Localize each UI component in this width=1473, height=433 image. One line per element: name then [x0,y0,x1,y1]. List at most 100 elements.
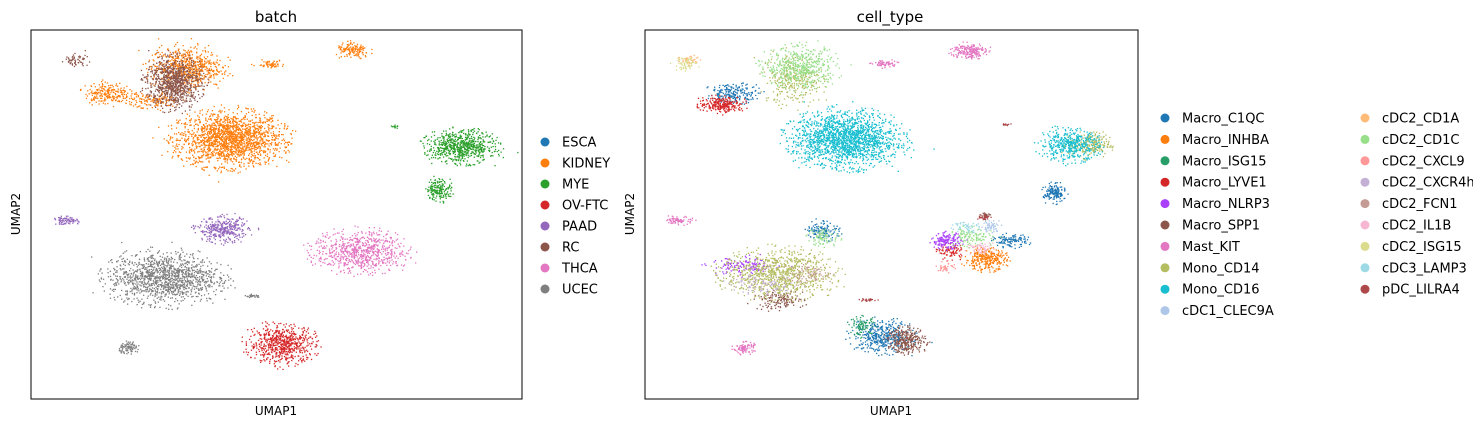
data-point [218,168,219,169]
data-point [291,357,292,358]
data-point [284,331,285,332]
data-point [272,66,273,67]
data-point [284,336,285,337]
data-point [277,368,278,369]
data-point [258,340,259,341]
data-point [216,149,217,150]
data-point [312,338,313,339]
data-point [184,140,185,141]
data-point [197,115,198,116]
data-point [276,148,277,149]
data-point [202,75,203,76]
data-point [479,137,480,138]
data-point [432,155,433,156]
data-point [286,349,287,350]
data-point [450,142,451,143]
data-point [241,139,242,140]
data-point [232,161,233,162]
data-point [236,134,237,135]
data-point [266,112,267,113]
data-point [227,160,228,161]
data-point [210,66,211,67]
data-point [197,44,198,45]
data-point [195,62,196,63]
data-point [179,151,180,152]
data-point [240,229,241,230]
data-point [211,144,212,145]
data-point [236,157,237,158]
data-point [91,91,92,92]
data-point [107,98,108,99]
data-point [432,131,433,132]
data-point [229,127,230,128]
data-point [209,218,210,219]
data-point [424,147,425,148]
data-point [236,124,237,125]
data-point [475,151,476,152]
data-point [219,141,220,142]
data-point [268,347,269,348]
data-point [293,328,294,329]
data-point [200,140,201,141]
data-point [105,82,106,83]
data-point [459,146,460,147]
data-point [242,118,243,119]
data-point [217,74,218,75]
data-point [205,234,206,235]
data-point [139,98,140,99]
data-point [198,56,199,57]
data-point [282,140,283,141]
data-point [232,138,233,139]
data-point [183,54,184,55]
data-point [199,64,200,65]
data-point [108,85,109,86]
data-point [129,98,130,99]
data-point [223,148,224,149]
data-point [246,158,247,159]
data-point [281,157,282,158]
data-point [447,191,448,192]
data-point [101,100,102,101]
data-point [254,328,255,329]
data-point [251,108,252,109]
data-point [220,240,221,241]
data-point [97,89,98,90]
data-point [221,171,222,172]
data-point [490,141,491,142]
data-point [302,340,303,341]
data-point [434,189,435,190]
data-point [269,61,270,62]
data-point [251,154,252,155]
data-point [206,140,207,141]
data-point [197,86,198,87]
data-point [213,237,214,238]
data-point [458,147,459,148]
data-point [470,130,471,131]
data-point [249,139,250,140]
data-point [266,350,267,351]
data-point [173,152,174,153]
data-point [242,147,243,148]
data-point [189,115,190,116]
data-point [204,130,205,131]
data-point [160,110,161,111]
data-point [110,85,111,86]
data-point [438,141,439,142]
data-point [225,116,226,117]
data-point [248,133,249,134]
data-point [437,190,438,191]
data-point [352,44,353,45]
data-point [278,332,279,333]
data-point [250,230,251,231]
data-point [150,101,151,102]
data-point [208,141,209,142]
data-point [238,146,239,147]
data-point [204,64,205,65]
data-point [295,131,296,132]
data-point [292,339,293,340]
data-point [279,157,280,158]
data-point [208,147,209,148]
data-point [118,92,119,93]
data-point [243,163,244,164]
data-point [230,118,231,119]
